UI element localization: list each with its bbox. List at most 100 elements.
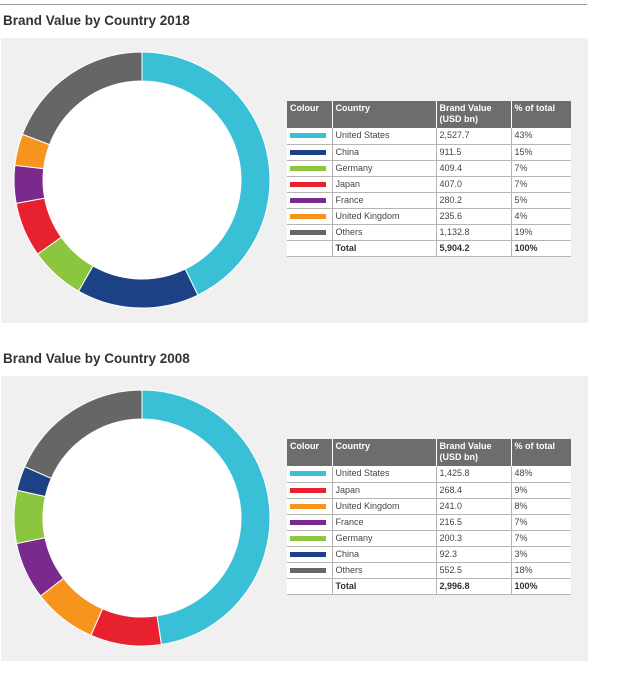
legend-colour-cell xyxy=(287,240,332,257)
legend-country: Japan xyxy=(331,482,436,499)
legend-percent: 7% xyxy=(510,176,571,193)
legend-swatch xyxy=(290,519,326,525)
legend-total-value: 5,904.2 xyxy=(435,240,511,257)
legend-percent: 5% xyxy=(510,192,571,209)
legend-percent: 19% xyxy=(510,224,571,241)
legend-swatch xyxy=(290,197,326,203)
donut-hole xyxy=(43,81,241,279)
legend-colour-cell xyxy=(287,192,332,209)
legend-brand-value: 552.5 xyxy=(435,562,511,579)
legend-row: Japan 407.0 7% xyxy=(287,176,571,193)
legend-table: Colour Country Brand Value (USD bn) % of… xyxy=(287,439,571,595)
legend-header-row: Colour Country Brand Value (USD bn) % of… xyxy=(287,439,571,466)
legend-percent: 48% xyxy=(510,466,571,483)
donut-hole xyxy=(43,419,241,617)
legend-country: United States xyxy=(331,466,436,483)
legend-colour-cell xyxy=(287,578,332,595)
legend-brand-value: 1,425.8 xyxy=(435,466,511,483)
legend-country: France xyxy=(331,514,436,531)
legend-swatch xyxy=(290,487,326,493)
legend-country: United Kingdom xyxy=(331,498,436,515)
legend-colour-cell xyxy=(287,482,332,499)
donut-slice-germany xyxy=(13,489,46,545)
legend-percent: 4% xyxy=(510,208,571,225)
legend-brand-value: 409.4 xyxy=(435,160,511,177)
legend-percent: 18% xyxy=(510,562,571,579)
header-percent: % of total xyxy=(510,439,571,466)
chart-panel: Colour Country Brand Value (USD bn) % of… xyxy=(1,38,588,323)
legend-total-percent: 100% xyxy=(510,240,571,257)
legend-brand-value: 1,132.8 xyxy=(435,224,511,241)
legend-colour-cell xyxy=(287,514,332,531)
legend-swatch xyxy=(290,213,326,219)
legend-colour-cell xyxy=(287,144,332,161)
legend-total-percent: 100% xyxy=(510,578,571,595)
legend-row: United States 2,527.7 43% xyxy=(287,128,571,145)
legend-row: United States 1,425.8 48% xyxy=(287,466,571,483)
legend-percent: 43% xyxy=(510,128,571,145)
legend-row: China 92.3 3% xyxy=(287,546,571,563)
legend-country: France xyxy=(331,192,436,209)
legend-brand-value: 200.3 xyxy=(435,530,511,547)
donut-slice-others xyxy=(24,389,143,479)
legend-country: United Kingdom xyxy=(331,208,436,225)
header-country: Country xyxy=(331,101,436,128)
legend-swatch xyxy=(290,535,326,541)
legend-percent: 3% xyxy=(510,546,571,563)
legend-percent: 7% xyxy=(510,514,571,531)
legend-swatch xyxy=(290,471,326,477)
legend-swatch xyxy=(290,133,326,139)
header-country: Country xyxy=(331,439,436,466)
header-brand-value: Brand Value (USD bn) xyxy=(435,101,511,128)
legend-brand-value: 268.4 xyxy=(435,482,511,499)
legend-total-value: 2,996.8 xyxy=(435,578,511,595)
header-colour: Colour xyxy=(287,439,332,466)
legend-brand-value: 235.6 xyxy=(435,208,511,225)
legend-swatch xyxy=(290,551,326,557)
legend-colour-cell xyxy=(287,128,332,145)
chart-panel: Colour Country Brand Value (USD bn) % of… xyxy=(1,376,588,661)
legend-row: Germany 200.3 7% xyxy=(287,530,571,547)
legend-colour-cell xyxy=(287,546,332,563)
legend-brand-value: 2,527.7 xyxy=(435,128,511,145)
donut-slice-france xyxy=(13,164,46,204)
legend-body: United States 1,425.8 48% Japan 268.4 9% Unite… xyxy=(287,466,571,595)
legend-country: China xyxy=(331,546,436,563)
legend-percent: 9% xyxy=(510,482,571,499)
legend-brand-value: 216.5 xyxy=(435,514,511,531)
legend-colour-cell xyxy=(287,224,332,241)
header-percent: % of total xyxy=(510,101,571,128)
legend-colour-cell xyxy=(287,530,332,547)
legend-country: Others xyxy=(331,562,436,579)
legend-percent: 7% xyxy=(510,530,571,547)
legend-total-row: Total 2,996.8 100% xyxy=(287,578,571,595)
header-brand-value: Brand Value (USD bn) xyxy=(435,439,511,466)
legend-country: Germany xyxy=(331,530,436,547)
legend-table: Colour Country Brand Value (USD bn) % of… xyxy=(287,101,571,257)
legend-country: Others xyxy=(331,224,436,241)
legend-percent: 8% xyxy=(510,498,571,515)
legend-colour-cell xyxy=(287,160,332,177)
legend-brand-value: 241.0 xyxy=(435,498,511,515)
legend-country: United States xyxy=(331,128,436,145)
legend-total-label: Total xyxy=(331,240,436,257)
legend-swatch xyxy=(290,567,326,573)
legend-row: Others 552.5 18% xyxy=(287,562,571,579)
legend-brand-value: 911.5 xyxy=(435,144,511,161)
legend-country: Germany xyxy=(331,160,436,177)
legend-header-row: Colour Country Brand Value (USD bn) % of… xyxy=(287,101,571,128)
legend-row: United Kingdom 235.6 4% xyxy=(287,208,571,225)
legend-colour-cell xyxy=(287,562,332,579)
legend-row: Others 1,132.8 19% xyxy=(287,224,571,241)
legend-swatch xyxy=(290,165,326,171)
legend-total-row: Total 5,904.2 100% xyxy=(287,240,571,257)
legend-row: France 216.5 7% xyxy=(287,514,571,531)
legend-brand-value: 280.2 xyxy=(435,192,511,209)
legend-country: Japan xyxy=(331,176,436,193)
legend-brand-value: 92.3 xyxy=(435,546,511,563)
donut-chart xyxy=(13,389,271,647)
legend-swatch xyxy=(290,181,326,187)
legend-row: China 911.5 15% xyxy=(287,144,571,161)
chart-title: Brand Value by Country 2008 xyxy=(3,351,190,366)
legend-body: United States 2,527.7 43% China 911.5 15% Germ… xyxy=(287,128,571,257)
